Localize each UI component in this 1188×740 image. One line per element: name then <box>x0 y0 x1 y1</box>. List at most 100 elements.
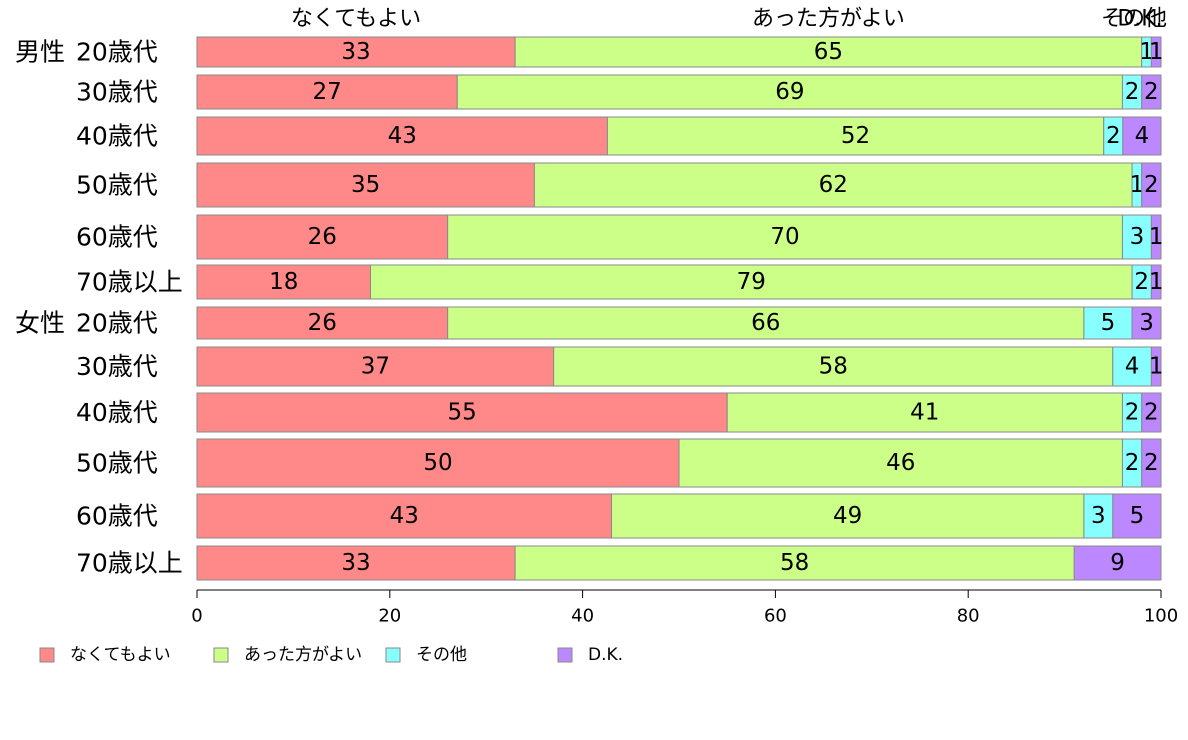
bar-segment <box>611 493 1085 539</box>
group-label: 女性 <box>15 309 65 338</box>
bar-value-label: 1 <box>1149 269 1164 295</box>
legend-label: なくてもよい <box>70 645 171 665</box>
series-top-label: あった方がよい <box>752 7 905 32</box>
bar-value-label: 27 <box>312 79 341 105</box>
bar-segment <box>1112 346 1152 387</box>
bar-segment <box>1112 493 1162 539</box>
bar-segment <box>1122 116 1162 156</box>
bar-segment <box>447 306 1085 340</box>
bar-segment <box>196 392 728 433</box>
bar-segment <box>196 493 613 539</box>
bar-value-label: 43 <box>388 123 417 149</box>
bar-segment <box>726 392 1123 433</box>
bar-value-label: 9 <box>1110 550 1125 576</box>
bar-value-label: 2 <box>1144 400 1159 426</box>
bar-segment <box>1083 306 1133 340</box>
bar-segment <box>370 264 1133 300</box>
bar-value-label: 1 <box>1149 224 1164 250</box>
legend-swatch <box>557 647 573 663</box>
bar-value-label: 2 <box>1144 172 1159 198</box>
bar-value-label: 52 <box>841 123 870 149</box>
bar-value-label: 58 <box>819 354 848 380</box>
bar-value-label: 4 <box>1135 123 1150 149</box>
bar-value-label: 2 <box>1125 450 1140 476</box>
bar-value-label: 3 <box>1130 224 1145 250</box>
bar-value-label: 66 <box>751 310 780 336</box>
bar-value-label: 43 <box>390 503 419 529</box>
series-top-label: その他 <box>1101 7 1167 32</box>
bar-value-label: 79 <box>737 269 766 295</box>
bar-value-label: 3 <box>1139 310 1154 336</box>
bar-value-label: 3 <box>1091 503 1106 529</box>
bar-segment <box>1141 162 1162 208</box>
bar-value-label: 35 <box>351 172 380 198</box>
bar-value-label: 55 <box>447 400 476 426</box>
category-label: 60歳代 <box>76 502 158 531</box>
bar-segment <box>196 214 449 260</box>
bar-value-label: 58 <box>780 550 809 576</box>
bar-segment <box>1083 493 1114 539</box>
bar-segment <box>1141 438 1162 488</box>
series-top-label: D.K. <box>1117 7 1162 32</box>
category-label: 40歳代 <box>76 122 158 151</box>
bar-value-label: 49 <box>833 503 862 529</box>
category-label: 30歳代 <box>76 78 158 107</box>
group-label: 男性 <box>15 38 65 67</box>
category-label: 50歳代 <box>76 449 158 478</box>
bar-value-label: 2 <box>1144 450 1159 476</box>
bar-segment <box>1073 545 1162 581</box>
bar-segment <box>553 346 1114 387</box>
x-tick-label: 80 <box>957 606 980 627</box>
x-axis: 0 20 40 60 80 100 <box>191 589 1178 627</box>
legend: なくてもよい あった方がよい その他 D.K. <box>39 645 623 665</box>
bar-value-label: 33 <box>341 550 370 576</box>
legend-label: あった方がよい <box>244 645 362 665</box>
legend-label: D.K. <box>588 645 623 665</box>
bar-segment <box>1150 36 1162 68</box>
bar-segment <box>1131 306 1162 340</box>
x-tick-label: 100 <box>1144 606 1178 627</box>
bar-value-label: 2 <box>1144 79 1159 105</box>
bar-value-label: 50 <box>423 450 452 476</box>
bar-value-label: 2 <box>1125 79 1140 105</box>
bar-value-label: 33 <box>341 39 370 65</box>
bar-segment <box>1150 264 1162 300</box>
bar-value-label: 65 <box>814 39 843 65</box>
bar-value-label: 4 <box>1125 354 1140 380</box>
legend-label: その他 <box>416 645 467 665</box>
bar-segment <box>196 306 449 340</box>
bar-segment <box>1141 392 1162 433</box>
bar-value-label: 41 <box>910 400 939 426</box>
bar-segment <box>1150 346 1162 387</box>
category-label: 60歳代 <box>76 223 158 252</box>
bar-value-label: 1 <box>1139 39 1154 65</box>
bar-value-label: 2 <box>1106 123 1121 149</box>
bar-value-label: 1 <box>1149 354 1164 380</box>
x-tick-label: 60 <box>764 606 787 627</box>
bar-segment <box>196 36 516 68</box>
category-label: 50歳代 <box>76 171 158 200</box>
bar-segment <box>196 264 372 300</box>
x-tick-label: 0 <box>191 606 202 627</box>
bar-value-label: 46 <box>886 450 915 476</box>
x-tick-label: 40 <box>571 606 594 627</box>
bar-value-label: 69 <box>775 79 804 105</box>
bar-value-label: 2 <box>1125 400 1140 426</box>
bar-segment <box>514 545 1075 581</box>
bar-segment <box>678 438 1123 488</box>
bar-value-label: 1 <box>1130 172 1145 198</box>
legend-swatch <box>385 647 401 663</box>
bar-segment <box>606 116 1105 156</box>
bar-value-label: 26 <box>308 224 337 250</box>
legend-swatch <box>213 647 229 663</box>
bar-value-label: 62 <box>819 172 848 198</box>
bar-value-label: 70 <box>770 224 799 250</box>
bar-segment <box>1150 214 1162 260</box>
bar-value-label: 2 <box>1134 269 1149 295</box>
bar-value-label: 1 <box>1149 39 1164 65</box>
y-axis-labels: 20歳代男性30歳代40歳代50歳代60歳代70歳以上20歳代女性30歳代40歳… <box>15 38 183 578</box>
category-label: 20歳代 <box>76 38 158 67</box>
